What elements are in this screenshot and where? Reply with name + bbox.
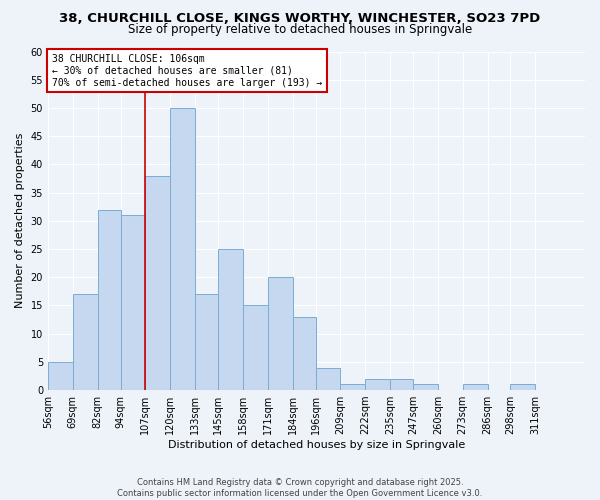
Bar <box>413 384 438 390</box>
Text: Contains HM Land Registry data © Crown copyright and database right 2025.
Contai: Contains HM Land Registry data © Crown c… <box>118 478 482 498</box>
Bar <box>73 294 98 390</box>
Bar <box>268 277 293 390</box>
Bar <box>316 368 340 390</box>
Bar <box>293 316 316 390</box>
X-axis label: Distribution of detached houses by size in Springvale: Distribution of detached houses by size … <box>168 440 465 450</box>
Bar <box>170 108 195 390</box>
Bar <box>98 210 121 390</box>
Bar <box>463 384 488 390</box>
Bar <box>511 384 535 390</box>
Bar <box>195 294 218 390</box>
Bar <box>218 249 243 390</box>
Bar <box>121 215 145 390</box>
Bar <box>390 379 413 390</box>
Text: Size of property relative to detached houses in Springvale: Size of property relative to detached ho… <box>128 22 472 36</box>
Text: 38, CHURCHILL CLOSE, KINGS WORTHY, WINCHESTER, SO23 7PD: 38, CHURCHILL CLOSE, KINGS WORTHY, WINCH… <box>59 12 541 26</box>
Bar <box>340 384 365 390</box>
Bar <box>48 362 73 390</box>
Bar <box>145 176 170 390</box>
Y-axis label: Number of detached properties: Number of detached properties <box>15 133 25 308</box>
Text: 38 CHURCHILL CLOSE: 106sqm
← 30% of detached houses are smaller (81)
70% of semi: 38 CHURCHILL CLOSE: 106sqm ← 30% of deta… <box>52 54 322 88</box>
Bar <box>243 306 268 390</box>
Bar <box>365 379 390 390</box>
